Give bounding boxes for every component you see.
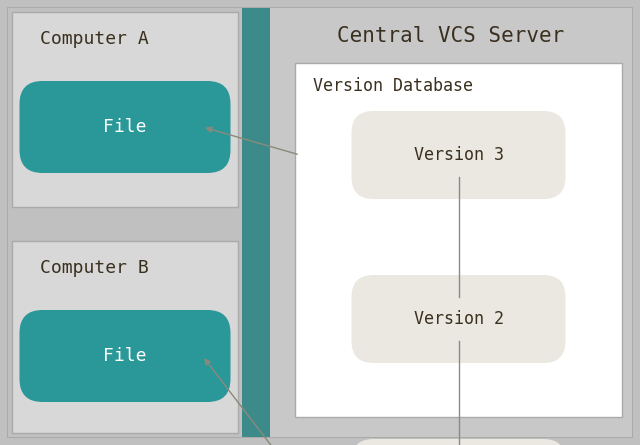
Text: Version 3: Version 3	[413, 146, 504, 164]
FancyBboxPatch shape	[270, 8, 632, 437]
Text: Version Database: Version Database	[313, 77, 473, 95]
FancyBboxPatch shape	[19, 81, 230, 173]
Text: Computer B: Computer B	[40, 259, 148, 277]
FancyBboxPatch shape	[12, 241, 238, 433]
Text: Central VCS Server: Central VCS Server	[337, 26, 564, 46]
FancyBboxPatch shape	[12, 12, 238, 207]
FancyBboxPatch shape	[351, 275, 566, 363]
FancyBboxPatch shape	[8, 8, 242, 437]
FancyBboxPatch shape	[351, 439, 566, 445]
FancyBboxPatch shape	[242, 8, 270, 437]
Text: Version 2: Version 2	[413, 310, 504, 328]
FancyBboxPatch shape	[295, 63, 622, 417]
Text: File: File	[103, 118, 147, 136]
Text: Computer A: Computer A	[40, 30, 148, 48]
FancyBboxPatch shape	[351, 111, 566, 199]
Text: File: File	[103, 347, 147, 365]
FancyBboxPatch shape	[19, 310, 230, 402]
